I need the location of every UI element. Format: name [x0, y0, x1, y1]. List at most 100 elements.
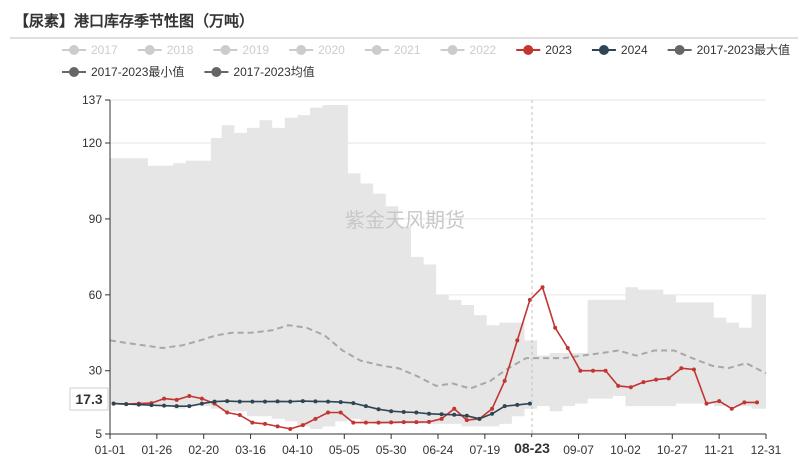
data-point: [464, 418, 469, 423]
series-2023: [111, 285, 759, 431]
data-point: [754, 400, 759, 405]
legend-swatch-dot: [69, 67, 79, 77]
legend-label: 2022: [470, 43, 497, 57]
legend-label: 2023: [545, 43, 572, 57]
data-point: [237, 399, 242, 404]
y-tick-label: 120: [82, 136, 102, 150]
legend-swatch-dot: [144, 45, 155, 55]
legend-label: 2017-2023最小值: [91, 64, 184, 79]
data-point: [124, 402, 129, 407]
data-point: [603, 368, 608, 373]
legend: 2017 2018 2019 2020 2021 2022 2023 2024 2017-202…: [62, 42, 790, 79]
data-point: [452, 406, 457, 411]
data-point: [426, 419, 431, 424]
x-pointer-box: [505, 437, 560, 458]
data-point: [338, 410, 343, 415]
x-tick-label: 01-01: [95, 443, 126, 457]
legend-item[interactable]: 2023: [516, 43, 572, 57]
legend-item[interactable]: 2022: [440, 43, 497, 57]
legend-swatch-dot: [69, 45, 79, 55]
data-point: [275, 399, 280, 404]
legend-swatch-dot: [220, 45, 231, 55]
y-tick-label: 90: [89, 212, 103, 226]
watermark: 紫金天风期货: [345, 208, 465, 232]
legend-item[interactable]: 2021: [364, 43, 421, 57]
data-point: [527, 297, 532, 302]
legend-swatch-dot: [598, 45, 609, 55]
data-point: [679, 366, 684, 371]
legend-item[interactable]: 2017-2023最大值: [667, 42, 790, 57]
series-line: [113, 400, 530, 420]
data-point: [729, 406, 734, 411]
data-point: [666, 376, 671, 381]
legend-item[interactable]: 2017-2023最小值: [62, 64, 184, 79]
data-point: [288, 399, 293, 404]
data-point: [540, 285, 545, 290]
y-tick-label: 60: [89, 288, 103, 302]
data-point: [174, 404, 179, 409]
x-tick-label: 10-27: [657, 443, 688, 457]
data-point: [641, 380, 646, 385]
y-tick-label: 137: [82, 93, 102, 107]
x-tick-label: 11-21: [704, 443, 734, 457]
data-point: [565, 345, 570, 350]
data-point: [262, 421, 267, 426]
legend-swatch-dot: [371, 45, 382, 55]
data-point: [414, 420, 419, 425]
data-point: [414, 410, 419, 415]
legend-item[interactable]: 2019: [213, 43, 269, 57]
data-point: [363, 404, 368, 409]
legend-item[interactable]: 2017-2023均值: [204, 64, 315, 79]
data-point: [502, 378, 507, 383]
x-tick-label: 05-30: [376, 443, 407, 457]
data-point: [590, 368, 595, 373]
data-point: [187, 404, 192, 409]
legend-label: 2024: [621, 43, 648, 57]
legend-item[interactable]: 2018: [137, 43, 194, 57]
data-point: [174, 397, 179, 402]
y-pointer-label: 17.3: [75, 391, 102, 407]
data-point: [351, 401, 356, 406]
legend-label: 2017: [91, 43, 118, 57]
data-point: [628, 385, 633, 390]
chart-title: 【尿素】港口库存季节性图（万吨）: [14, 12, 254, 30]
series-2024: [111, 399, 532, 421]
data-point: [515, 338, 520, 343]
legend-item[interactable]: 2024: [591, 43, 648, 57]
data-point: [237, 413, 242, 418]
legend-label: 2019: [242, 43, 269, 57]
x-tick-label: 10-02: [610, 443, 641, 457]
data-point: [426, 411, 431, 416]
x-tick-label: 09-07: [563, 443, 594, 457]
data-point: [162, 396, 167, 401]
data-point: [502, 404, 507, 409]
y-pointer-box: [69, 387, 109, 411]
data-point: [275, 424, 280, 429]
data-point: [288, 426, 293, 431]
legend-item[interactable]: 2017: [62, 43, 118, 57]
data-point: [326, 410, 331, 415]
data-point: [376, 407, 381, 412]
legend-item[interactable]: 2020: [289, 43, 345, 57]
x-tick-label: 06-24: [423, 443, 454, 457]
data-point: [553, 325, 558, 330]
data-point: [199, 396, 204, 401]
x-tick-label: 02-20: [188, 443, 219, 457]
data-point: [389, 409, 394, 414]
data-point: [691, 367, 696, 372]
data-point: [313, 399, 318, 404]
data-point: [326, 399, 331, 404]
data-point: [162, 403, 167, 408]
series-line: [109, 324, 767, 390]
x-tick-label: 12-31: [751, 443, 782, 457]
data-point: [389, 420, 394, 425]
data-point: [187, 394, 192, 399]
x-tick-label: 01-26: [142, 443, 173, 457]
data-point: [464, 413, 469, 418]
data-point: [490, 406, 495, 411]
x-tick-label: 05-05: [329, 443, 360, 457]
band-area: [110, 105, 766, 429]
data-point: [439, 412, 444, 417]
legend-swatch-dot: [447, 45, 458, 55]
